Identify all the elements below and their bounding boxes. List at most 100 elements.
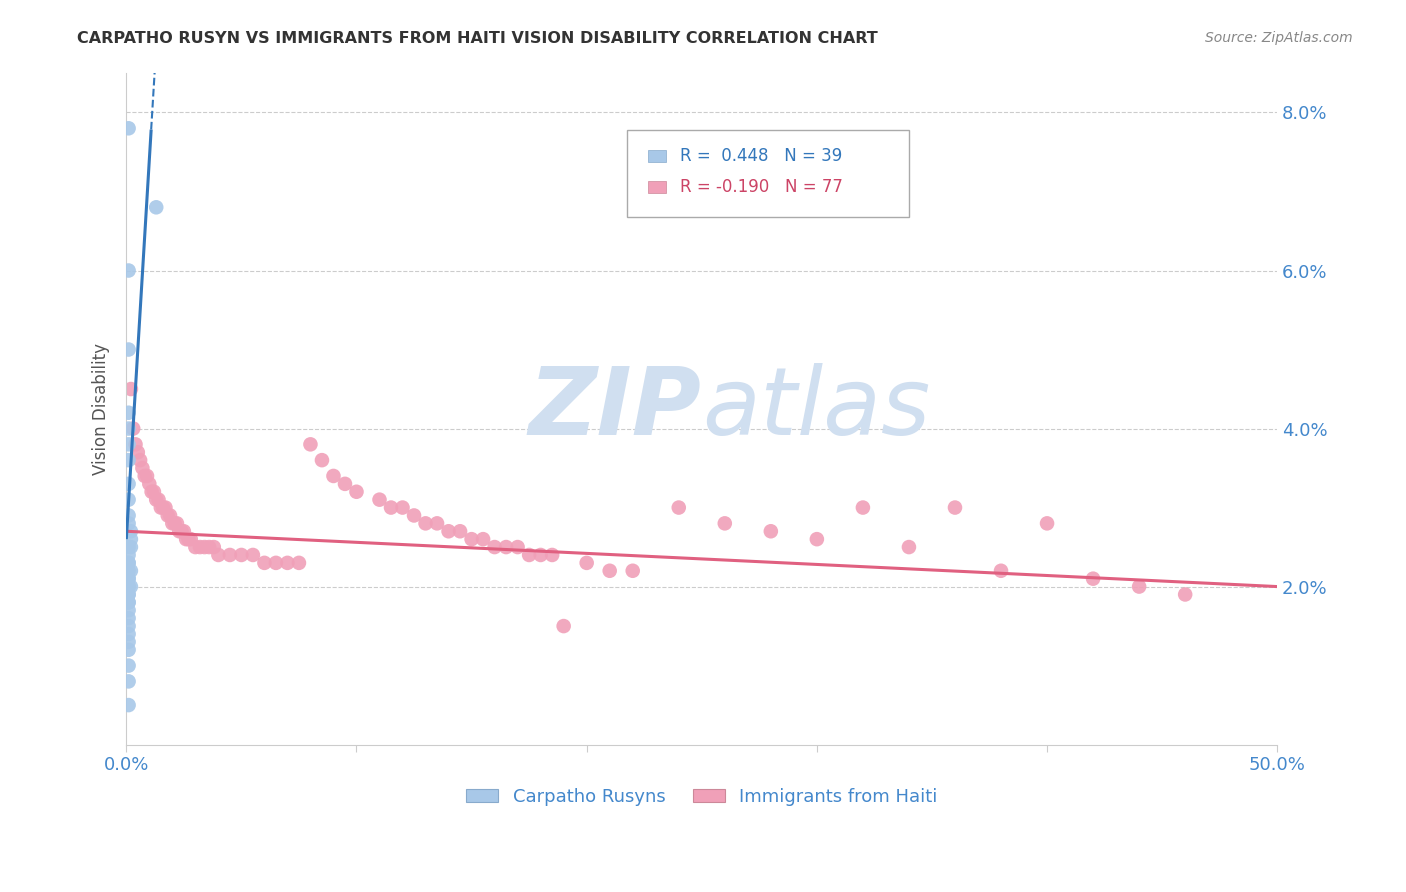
Point [167, 524, 190, 539]
Point [1036, 516, 1059, 531]
Point [117, 492, 139, 507]
FancyBboxPatch shape [627, 130, 908, 218]
Point [553, 619, 575, 633]
Point [1081, 572, 1104, 586]
Point [170, 524, 193, 539]
Point [166, 516, 188, 531]
Point [159, 508, 181, 523]
Point [188, 540, 211, 554]
Text: CARPATHO RUSYN VS IMMIGRANTS FROM HAITI VISION DISABILITY CORRELATION CHART: CARPATHO RUSYN VS IMMIGRANTS FROM HAITI … [77, 31, 879, 46]
Point [1128, 580, 1150, 594]
Point [117, 572, 139, 586]
Point [141, 484, 163, 499]
Point [322, 469, 344, 483]
Point [134, 469, 156, 483]
Point [368, 492, 391, 507]
Point [402, 508, 425, 523]
Point [120, 382, 142, 396]
Point [380, 500, 402, 515]
Point [117, 603, 139, 617]
Point [713, 516, 735, 531]
Point [311, 453, 333, 467]
Point [288, 556, 311, 570]
Point [426, 516, 449, 531]
Point [117, 556, 139, 570]
Point [575, 556, 598, 570]
Point [495, 540, 517, 554]
Point [124, 437, 146, 451]
Point [117, 556, 139, 570]
Legend: Carpatho Rusyns, Immigrants from Haiti: Carpatho Rusyns, Immigrants from Haiti [458, 780, 945, 813]
Point [472, 532, 495, 546]
Point [156, 508, 179, 523]
Point [460, 532, 482, 546]
Point [897, 540, 920, 554]
Point [990, 564, 1012, 578]
Point [117, 421, 139, 435]
Point [1174, 587, 1197, 601]
Point [117, 516, 139, 531]
Point [173, 524, 195, 539]
Point [117, 580, 139, 594]
Text: R =  0.448   N = 39: R = 0.448 N = 39 [681, 146, 842, 165]
Point [127, 445, 149, 459]
Point [117, 611, 139, 625]
Point [152, 500, 174, 515]
Point [219, 548, 242, 562]
Point [117, 658, 139, 673]
Point [242, 548, 264, 562]
Point [391, 500, 413, 515]
Point [264, 556, 287, 570]
Point [163, 516, 186, 531]
Point [117, 564, 139, 578]
Point [117, 548, 139, 562]
Point [136, 469, 159, 483]
Point [131, 461, 153, 475]
Point [117, 580, 139, 594]
Point [299, 437, 322, 451]
Point [117, 572, 139, 586]
Point [120, 580, 142, 594]
Point [117, 619, 139, 633]
Point [174, 532, 197, 546]
Text: R = -0.190   N = 77: R = -0.190 N = 77 [681, 178, 844, 196]
Point [117, 263, 139, 277]
Point [117, 698, 139, 712]
Point [117, 627, 139, 641]
Point [117, 437, 139, 451]
Point [120, 564, 142, 578]
Point [541, 548, 564, 562]
Text: atlas: atlas [702, 363, 929, 454]
Point [621, 564, 644, 578]
Point [759, 524, 782, 539]
Point [193, 540, 215, 554]
Point [202, 540, 225, 554]
Point [117, 540, 139, 554]
Point [117, 595, 139, 609]
Point [142, 484, 165, 499]
Point [117, 476, 139, 491]
Point [253, 556, 276, 570]
FancyBboxPatch shape [648, 150, 666, 161]
Point [117, 406, 139, 420]
Point [117, 121, 139, 136]
FancyBboxPatch shape [648, 181, 666, 194]
Point [117, 595, 139, 609]
Point [162, 516, 184, 531]
Point [117, 635, 139, 649]
Point [117, 642, 139, 657]
Point [333, 476, 356, 491]
Point [943, 500, 966, 515]
Point [180, 532, 202, 546]
Point [177, 532, 200, 546]
Point [145, 492, 167, 507]
Point [484, 540, 506, 554]
Point [599, 564, 621, 578]
Point [806, 532, 828, 546]
Point [517, 548, 540, 562]
Point [120, 524, 142, 539]
Point [415, 516, 437, 531]
Point [122, 421, 145, 435]
Point [120, 532, 142, 546]
Point [149, 500, 172, 515]
